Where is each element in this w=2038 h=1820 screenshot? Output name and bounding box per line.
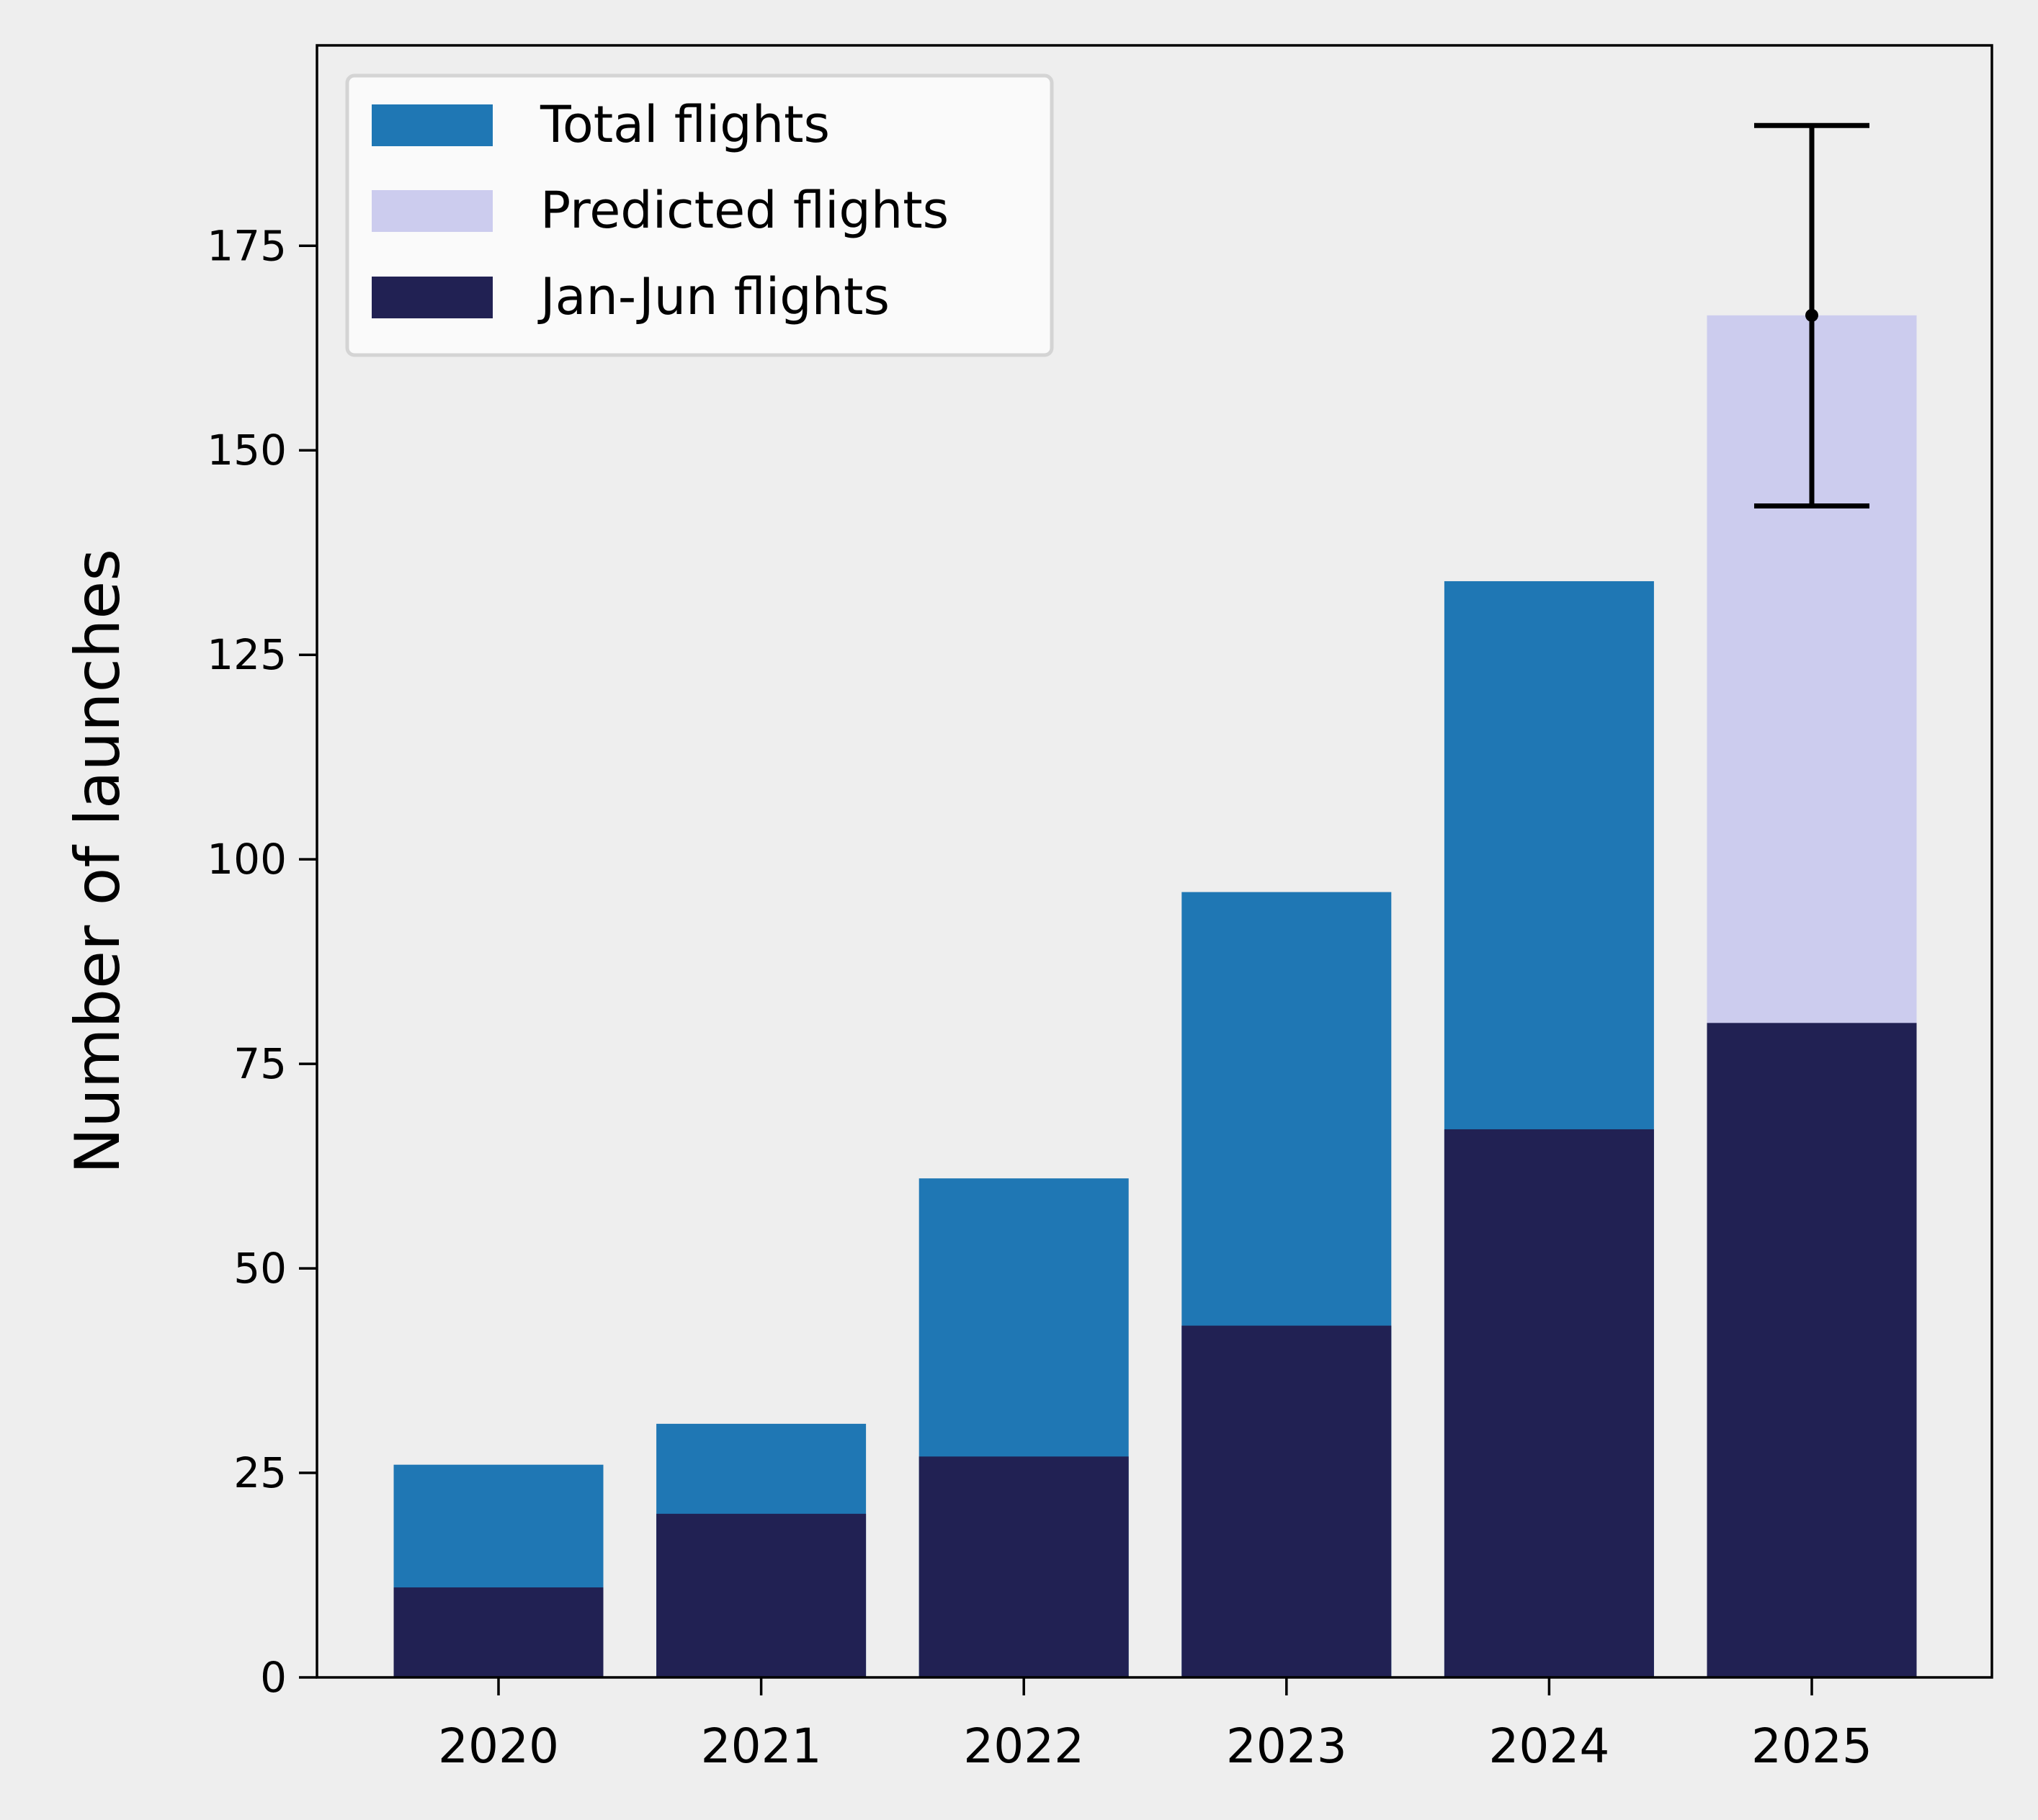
y-tick-label-175: 175	[207, 221, 287, 270]
legend-frame	[345, 73, 1054, 357]
y-tick-label-125: 125	[207, 630, 287, 679]
y-axis: 0 25 50 75 100 125 150 175	[207, 221, 317, 1702]
legend: Total flights Predicted flights Jan-Jun fl…	[345, 73, 1054, 357]
x-tick-label-2020: 2020	[438, 1718, 559, 1774]
y-tick-label-0: 0	[260, 1653, 287, 1702]
bar-jan-jun-flights-2025	[1707, 1023, 1917, 1677]
y-tick-label-150: 150	[207, 426, 287, 475]
x-axis: 2020 2021 2022 2023 2024 2025	[438, 1677, 1872, 1774]
error-bar-center-point	[1805, 308, 1818, 322]
error-bar-layer	[1754, 122, 1869, 508]
legend-swatch-predicted-flights	[372, 190, 493, 232]
x-tick-label-2022: 2022	[963, 1718, 1084, 1774]
y-axis-label: Number of launches	[62, 549, 134, 1174]
bar-jan-jun-flights-2021	[656, 1513, 867, 1677]
y-tick-label-100: 100	[207, 835, 287, 884]
bar-jan-jun-flights-2023	[1181, 1325, 1392, 1677]
bar-jan-jun-flights-2022	[919, 1456, 1129, 1677]
x-tick-label-2023: 2023	[1226, 1718, 1347, 1774]
y-tick-label-50: 50	[233, 1244, 287, 1293]
legend-label-total-flights: Total flights	[540, 95, 830, 154]
axes-frame	[316, 44, 1993, 1679]
bars-layer	[393, 315, 1917, 1678]
y-tick-label-75: 75	[233, 1039, 287, 1088]
x-tick-label-2024: 2024	[1488, 1718, 1609, 1774]
x-tick-label-2021: 2021	[701, 1718, 822, 1774]
bar-jan-jun-flights-2020	[393, 1587, 604, 1677]
x-tick-label-2025: 2025	[1751, 1718, 1872, 1774]
legend-label-jan-jun-flights: Jan-Jun flights	[537, 267, 890, 326]
legend-swatch-total-flights	[372, 104, 493, 146]
bar-jan-jun-flights-2024	[1444, 1129, 1654, 1677]
y-tick-label-25: 25	[233, 1448, 287, 1497]
legend-swatch-jan-jun-flights	[372, 277, 493, 318]
legend-label-predicted-flights: Predicted flights	[540, 181, 949, 240]
